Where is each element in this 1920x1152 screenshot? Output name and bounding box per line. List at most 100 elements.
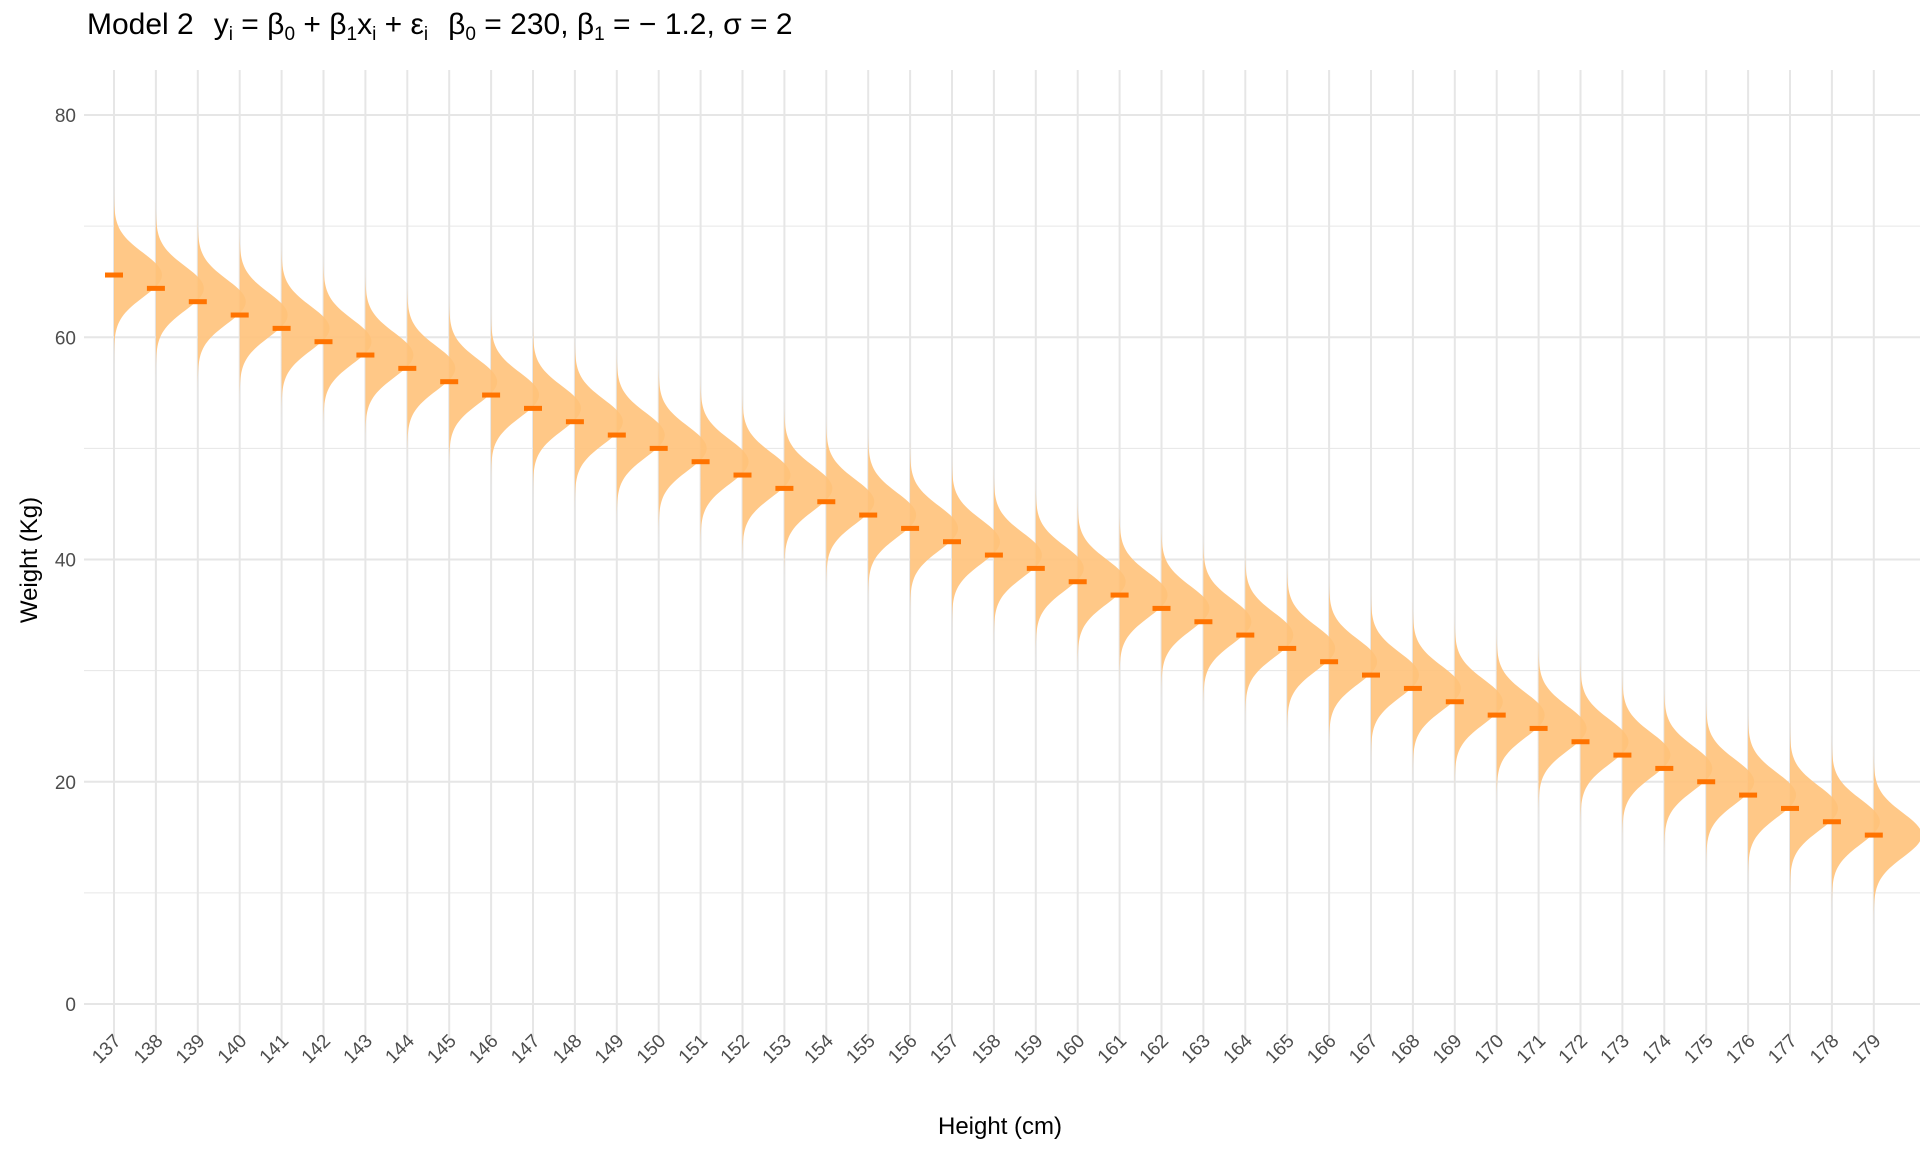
- density-155: [868, 426, 917, 604]
- density-145: [449, 292, 498, 471]
- mean-marker-153: [775, 485, 794, 491]
- density-158: [993, 466, 1042, 644]
- density-147: [533, 319, 581, 498]
- x-tick-label: 179: [1848, 1031, 1885, 1068]
- density-149: [616, 346, 665, 524]
- x-tick-label: 139: [172, 1031, 209, 1068]
- mean-marker-163: [1194, 619, 1213, 625]
- density-138: [155, 199, 204, 378]
- y-axis-title: Weight (Kg): [16, 497, 43, 623]
- mean-marker-151: [691, 459, 710, 465]
- x-tick-label: 173: [1597, 1031, 1634, 1068]
- density-157: [952, 452, 1000, 631]
- x-tick-label: 167: [1345, 1031, 1382, 1068]
- x-tick-label: 158: [968, 1031, 1005, 1068]
- x-tick-label: 159: [1010, 1031, 1047, 1068]
- x-axis-ticks: 137 138 139 140 141 142 143 144 145 146 147 148 149 1…: [88, 1030, 1885, 1068]
- title-equation: yi = β0 + β1xi + εi: [213, 8, 429, 45]
- mean-marker-139: [188, 299, 207, 305]
- density-141: [281, 239, 330, 418]
- mean-marker-170: [1487, 712, 1506, 718]
- x-tick-label: 166: [1303, 1031, 1340, 1068]
- density-164: [1245, 546, 1294, 724]
- mean-marker-167: [1362, 672, 1380, 678]
- mean-marker-160: [1068, 579, 1087, 585]
- mean-marker-137: [105, 272, 123, 278]
- x-tick-label: 147: [507, 1031, 544, 1068]
- density-169: [1454, 612, 1503, 791]
- density-160: [1077, 492, 1126, 671]
- x-tick-label: 170: [1471, 1031, 1508, 1068]
- density-146: [491, 306, 540, 484]
- density-178: [1831, 732, 1880, 911]
- mean-marker-143: [356, 352, 375, 358]
- density-173: [1622, 666, 1671, 844]
- mean-marker-146: [482, 392, 501, 398]
- mean-marker-179: [1864, 832, 1883, 838]
- mean-marker-168: [1403, 685, 1422, 691]
- mean-marker-161: [1110, 592, 1129, 598]
- density-174: [1664, 679, 1713, 858]
- mean-marker-169: [1445, 699, 1464, 705]
- mean-marker-157: [943, 539, 961, 545]
- y-tick-label: 60: [55, 328, 76, 349]
- x-tick-label: 142: [298, 1031, 335, 1068]
- density-162: [1161, 519, 1210, 698]
- x-tick-label: 140: [214, 1031, 251, 1068]
- x-tick-label: 141: [256, 1031, 293, 1068]
- x-tick-label: 149: [591, 1031, 628, 1068]
- x-tick-label: 146: [465, 1031, 502, 1068]
- density-159: [1035, 479, 1084, 658]
- density-177: [1790, 719, 1838, 898]
- mean-marker-177: [1781, 805, 1799, 811]
- x-tick-label: 168: [1387, 1031, 1424, 1068]
- density-166: [1329, 572, 1378, 751]
- mean-marker-140: [230, 312, 249, 318]
- mean-marker-172: [1571, 739, 1590, 745]
- x-tick-label: 148: [549, 1031, 586, 1068]
- density-172: [1580, 652, 1629, 831]
- x-tick-label: 171: [1513, 1031, 1550, 1068]
- x-tick-label: 165: [1261, 1031, 1298, 1068]
- x-tick-label: 175: [1680, 1031, 1717, 1068]
- mean-marker-152: [733, 472, 752, 478]
- density-163: [1203, 532, 1252, 711]
- x-tick-label: 137: [88, 1031, 125, 1068]
- density-152: [742, 386, 791, 564]
- density-148: [574, 332, 623, 511]
- mean-marker-176: [1739, 792, 1758, 798]
- x-tick-label: 163: [1178, 1031, 1215, 1068]
- density-150: [658, 359, 707, 538]
- mean-marker-173: [1613, 752, 1632, 758]
- mean-marker-141: [272, 325, 291, 331]
- x-tick-label: 164: [1220, 1030, 1258, 1068]
- mean-marker-150: [649, 445, 668, 451]
- mean-marker-145: [440, 379, 459, 385]
- mean-marker-171: [1529, 725, 1548, 731]
- x-tick-label: 151: [675, 1031, 712, 1068]
- density-179: [1873, 746, 1920, 924]
- density-144: [407, 279, 456, 458]
- density-170: [1496, 626, 1545, 804]
- x-tick-label: 174: [1639, 1030, 1677, 1068]
- mean-marker-148: [565, 419, 584, 425]
- title-parameters: β0 = 230, β1 = − 1.2, σ = 2: [448, 8, 793, 45]
- x-tick-label: 144: [382, 1030, 420, 1068]
- mean-marker-178: [1822, 819, 1841, 825]
- mean-marker-175: [1697, 779, 1716, 785]
- mean-marker-156: [901, 525, 920, 531]
- x-tick-label: 153: [759, 1031, 796, 1068]
- x-tick-label: 157: [926, 1031, 963, 1068]
- mean-marker-144: [398, 365, 417, 371]
- x-axis-title: Height (cm): [938, 1113, 1062, 1140]
- x-tick-label: 152: [717, 1031, 754, 1068]
- density-143: [365, 266, 414, 444]
- mean-marker-155: [859, 512, 878, 518]
- density-154: [826, 412, 875, 591]
- density-176: [1748, 706, 1797, 884]
- y-axis-ticks: 0 20 40 60 80: [55, 106, 76, 1016]
- x-tick-label: 138: [130, 1031, 167, 1068]
- density-140: [239, 226, 288, 404]
- mean-marker-142: [314, 339, 333, 345]
